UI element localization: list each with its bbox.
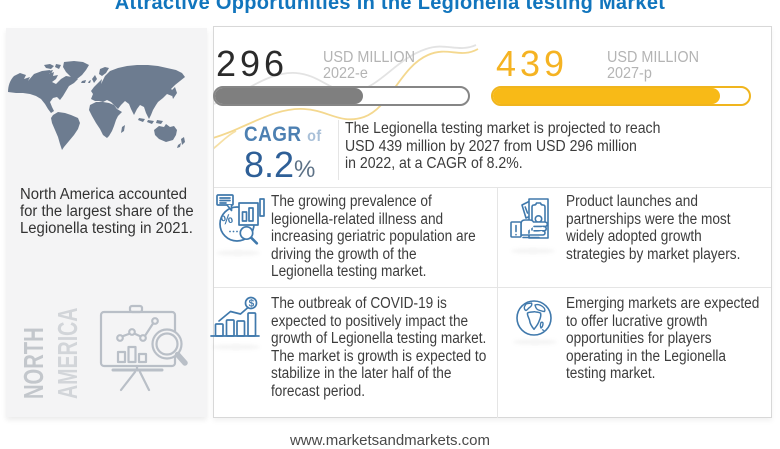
svg-text:%: %	[219, 211, 234, 228]
svg-text:$: $	[249, 299, 255, 310]
